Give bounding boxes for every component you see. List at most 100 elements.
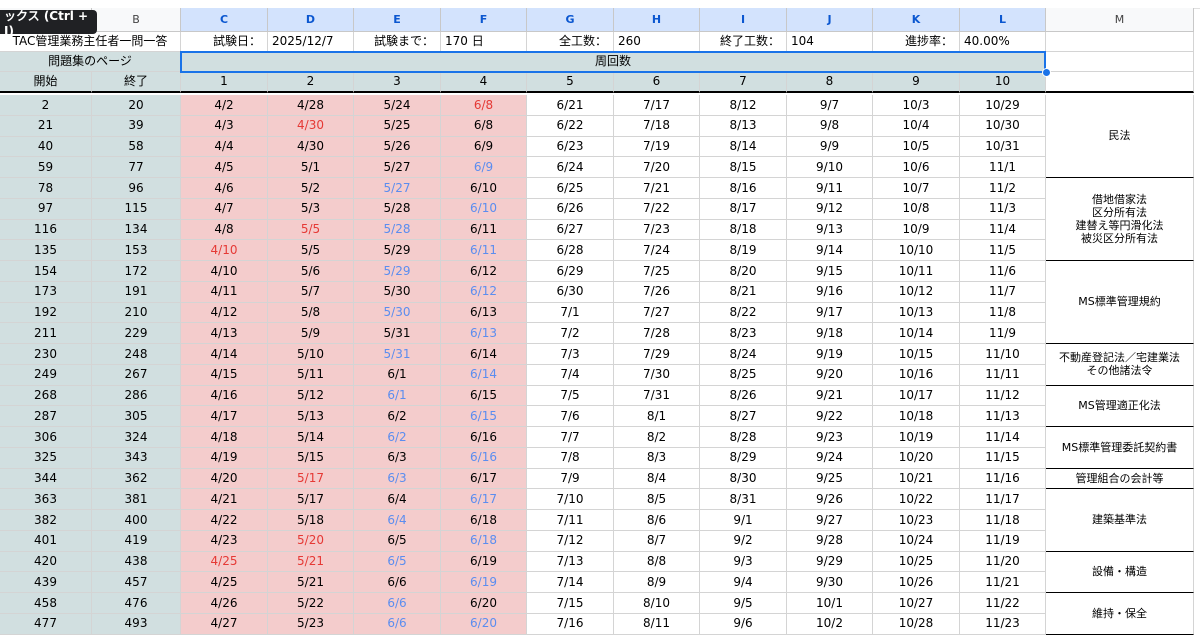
round-date-cell[interactable]: 9/6 xyxy=(700,613,787,635)
round-date-cell[interactable]: 10/18 xyxy=(873,406,960,427)
round-date-cell[interactable]: 9/24 xyxy=(787,447,873,469)
round-date-cell[interactable]: 6/29 xyxy=(527,261,614,282)
end-page-cell[interactable]: 77 xyxy=(92,157,181,178)
end-page-cell[interactable]: 400 xyxy=(92,510,181,531)
round-date-cell[interactable]: 5/21 xyxy=(268,551,354,573)
round-date-cell[interactable]: 7/22 xyxy=(614,198,700,220)
round-date-cell[interactable]: 6/2 xyxy=(354,406,441,427)
round-date-cell[interactable]: 7/17 xyxy=(614,95,700,116)
topic-cell[interactable]: 管理組合の会計等 xyxy=(1046,468,1194,490)
round-date-cell[interactable]: 11/23 xyxy=(960,613,1046,635)
header-cell-m[interactable] xyxy=(1046,52,1194,72)
round-date-cell[interactable]: 11/15 xyxy=(960,447,1046,469)
start-page-cell[interactable]: 439 xyxy=(0,572,92,593)
end-page-cell[interactable]: 419 xyxy=(92,530,181,552)
round-date-cell[interactable]: 8/5 xyxy=(614,489,700,510)
round-date-cell[interactable]: 11/17 xyxy=(960,489,1046,510)
round-date-cell[interactable]: 7/25 xyxy=(614,261,700,282)
round-date-cell[interactable]: 9/14 xyxy=(787,240,873,261)
round-date-cell[interactable]: 11/5 xyxy=(960,240,1046,261)
round-date-cell[interactable]: 7/1 xyxy=(527,302,614,324)
round-date-cell[interactable]: 8/15 xyxy=(700,157,787,178)
round-date-cell[interactable]: 6/30 xyxy=(527,281,614,303)
round-date-cell[interactable]: 4/19 xyxy=(181,447,268,469)
round-header-8[interactable]: 8 xyxy=(787,72,873,93)
round-date-cell[interactable]: 4/16 xyxy=(181,385,268,407)
round-date-cell[interactable]: 9/15 xyxy=(787,261,873,282)
round-date-cell[interactable]: 8/11 xyxy=(614,613,700,635)
done-value[interactable]: 104 xyxy=(787,32,873,52)
round-header-1[interactable]: 1 xyxy=(181,72,268,93)
topic-cell[interactable]: 建築基準法 xyxy=(1046,489,1194,552)
round-header-3[interactable]: 3 xyxy=(354,72,441,93)
round-date-cell[interactable]: 5/8 xyxy=(268,302,354,324)
round-date-cell[interactable]: 5/26 xyxy=(354,136,441,158)
start-page-cell[interactable]: 173 xyxy=(0,281,92,303)
round-date-cell[interactable]: 8/21 xyxy=(700,281,787,303)
round-date-cell[interactable]: 11/4 xyxy=(960,219,1046,241)
column-header-H[interactable]: H xyxy=(614,8,700,32)
column-header-E[interactable]: E xyxy=(354,8,441,32)
round-date-cell[interactable]: 11/8 xyxy=(960,302,1046,324)
round-header-4[interactable]: 4 xyxy=(441,72,527,93)
round-date-cell[interactable]: 9/25 xyxy=(787,468,873,490)
round-date-cell[interactable]: 6/6 xyxy=(354,572,441,593)
topic-cell[interactable]: 設備・構造 xyxy=(1046,551,1194,593)
round-date-cell[interactable]: 9/26 xyxy=(787,489,873,510)
round-date-cell[interactable]: 10/12 xyxy=(873,281,960,303)
end-page-cell[interactable]: 115 xyxy=(92,198,181,220)
round-date-cell[interactable]: 7/14 xyxy=(527,572,614,593)
round-date-cell[interactable]: 5/25 xyxy=(354,115,441,137)
topic-cell[interactable]: 不動産登記法／宅建業法 その他諸法令 xyxy=(1046,344,1194,386)
round-date-cell[interactable]: 5/17 xyxy=(268,468,354,490)
round-date-cell[interactable]: 5/12 xyxy=(268,385,354,407)
round-date-cell[interactable]: 5/28 xyxy=(354,198,441,220)
round-date-cell[interactable]: 10/13 xyxy=(873,302,960,324)
round-date-cell[interactable]: 6/12 xyxy=(441,281,527,303)
round-date-cell[interactable]: 8/20 xyxy=(700,261,787,282)
round-date-cell[interactable]: 5/11 xyxy=(268,364,354,386)
round-date-cell[interactable]: 11/14 xyxy=(960,427,1046,448)
round-date-cell[interactable]: 8/12 xyxy=(700,95,787,116)
round-date-cell[interactable]: 8/31 xyxy=(700,489,787,510)
round-date-cell[interactable]: 7/29 xyxy=(614,344,700,365)
start-page-cell[interactable]: 2 xyxy=(0,95,92,116)
round-date-cell[interactable]: 5/21 xyxy=(268,572,354,593)
round-date-cell[interactable]: 6/26 xyxy=(527,198,614,220)
round-date-cell[interactable]: 10/8 xyxy=(873,198,960,220)
round-date-cell[interactable]: 8/27 xyxy=(700,406,787,427)
start-page-cell[interactable]: 363 xyxy=(0,489,92,510)
end-page-cell[interactable]: 476 xyxy=(92,593,181,614)
round-date-cell[interactable]: 10/6 xyxy=(873,157,960,178)
column-header-D[interactable]: D xyxy=(268,8,354,32)
round-date-cell[interactable]: 9/10 xyxy=(787,157,873,178)
round-date-cell[interactable]: 9/5 xyxy=(700,593,787,614)
round-date-cell[interactable]: 6/18 xyxy=(441,530,527,552)
round-date-cell[interactable]: 9/2 xyxy=(700,530,787,552)
round-header-6[interactable]: 6 xyxy=(614,72,700,93)
round-date-cell[interactable]: 9/19 xyxy=(787,344,873,365)
round-header-9[interactable]: 9 xyxy=(873,72,960,93)
total-value[interactable]: 260 xyxy=(614,32,700,52)
round-date-cell[interactable]: 6/20 xyxy=(441,593,527,614)
exam-date-label[interactable]: 試験日： xyxy=(181,32,268,52)
end-page-cell[interactable]: 343 xyxy=(92,447,181,469)
round-date-cell[interactable]: 10/9 xyxy=(873,219,960,241)
start-page-cell[interactable]: 458 xyxy=(0,593,92,614)
start-page-cell[interactable]: 344 xyxy=(0,468,92,490)
round-date-cell[interactable]: 6/8 xyxy=(441,115,527,137)
round-date-cell[interactable]: 9/4 xyxy=(700,572,787,593)
end-page-cell[interactable]: 381 xyxy=(92,489,181,510)
round-date-cell[interactable]: 9/18 xyxy=(787,323,873,344)
round-date-cell[interactable]: 7/4 xyxy=(527,364,614,386)
column-header-J[interactable]: J xyxy=(787,8,873,32)
round-date-cell[interactable]: 4/14 xyxy=(181,344,268,365)
round-date-cell[interactable]: 7/7 xyxy=(527,427,614,448)
done-label[interactable]: 終了工数： xyxy=(700,32,787,52)
round-date-cell[interactable]: 6/10 xyxy=(441,178,527,199)
round-date-cell[interactable]: 11/2 xyxy=(960,178,1046,199)
round-date-cell[interactable]: 7/10 xyxy=(527,489,614,510)
round-date-cell[interactable]: 10/27 xyxy=(873,593,960,614)
round-date-cell[interactable]: 11/16 xyxy=(960,468,1046,490)
end-page-cell[interactable]: 210 xyxy=(92,302,181,324)
